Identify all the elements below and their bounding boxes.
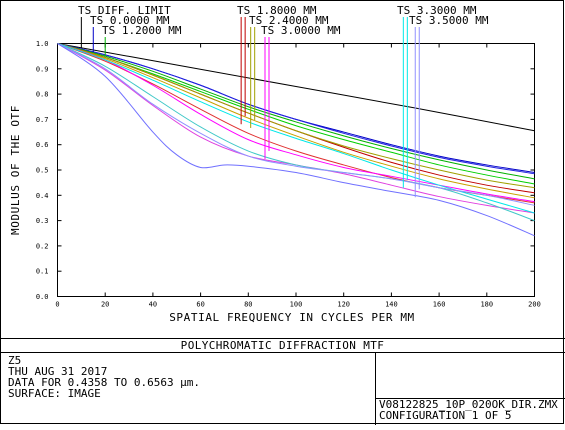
field-label-1: TS 0.0000 MM [90, 14, 170, 27]
x-tick-label-4: 80 [244, 301, 252, 309]
y-tick-label-10: 1.0 [36, 40, 49, 48]
y-tick-label-5: 0.5 [36, 167, 49, 175]
wavelength-range-label: DATA FOR 0.4358 TO 0.6563 µm. [8, 376, 201, 389]
x-tick-label-2: 40 [149, 301, 157, 309]
field-label-0: TS DIFF. LIMIT [78, 4, 171, 17]
series-line-7 [57, 43, 535, 189]
field-label-4: TS 2.4000 MM [249, 14, 329, 27]
y-tick-label-0: 0.0 [36, 293, 49, 301]
x-tick-label-10: 200 [528, 301, 541, 309]
field-markers [80, 17, 420, 198]
x-tick-labels: 0 20 40 60 80 100 120 140 160 180 200 [55, 301, 540, 309]
field-label-2: TS 1.2000 MM [102, 24, 182, 37]
x-axis-label: SPATIAL FREQUENCY IN CYCLES PER MM [169, 311, 415, 324]
y-tick-label-1: 0.1 [36, 268, 49, 276]
series-line-8 [57, 43, 535, 199]
field-label-5: TS 3.0000 MM [261, 24, 341, 37]
mtf-series [57, 43, 535, 237]
y-axis-label: MODULUS OF THE OTF [9, 105, 22, 235]
series-line-3 [57, 43, 535, 180]
series-line-4 [57, 43, 535, 185]
x-tick-label-6: 120 [337, 301, 350, 309]
surface-label: SURFACE: IMAGE [8, 387, 101, 400]
y-tick-label-8: 0.8 [36, 91, 49, 99]
y-tick-label-4: 0.4 [36, 192, 49, 200]
x-tick-label-7: 140 [385, 301, 398, 309]
series-line-2 [57, 43, 535, 175]
chart-title: POLYCHROMATIC DIFFRACTION MTF [180, 339, 385, 352]
file-name-label: V08122825_10P_020OK_DIR.ZMX [379, 398, 558, 411]
series-line-11 [57, 43, 535, 214]
axis-ticks [57, 43, 535, 297]
x-tick-label-8: 160 [433, 301, 446, 309]
y-tick-label-2: 0.2 [36, 242, 49, 250]
x-tick-label-0: 0 [55, 301, 59, 309]
series-line-13 [57, 43, 535, 206]
y-tick-label-9: 0.9 [36, 65, 49, 73]
field-label-3: TS 1.8000 MM [237, 4, 317, 17]
x-tick-label-9: 180 [480, 301, 493, 309]
y-tick-label-3: 0.3 [36, 217, 49, 225]
x-tick-label-3: 60 [196, 301, 204, 309]
field-label-7: TS 3.5000 MM [409, 14, 489, 27]
series-line-0 [57, 43, 535, 132]
zone-label: Z5 [8, 354, 22, 367]
date-label: THU AUG 31 2017 [8, 365, 108, 378]
y-tick-label-6: 0.6 [36, 141, 49, 149]
series-line-14 [57, 43, 535, 237]
series-line-10 [57, 43, 535, 214]
y-tick-label-7: 0.7 [36, 116, 49, 124]
field-label-6: TS 3.3000 MM [397, 4, 477, 17]
configuration-label: CONFIGURATION 1 OF 5 [379, 409, 512, 422]
series-line-12 [57, 43, 535, 222]
series-line-9 [57, 43, 535, 203]
x-tick-label-1: 20 [101, 301, 109, 309]
x-tick-label-5: 100 [290, 301, 303, 309]
series-line-1 [57, 43, 535, 174]
y-tick-labels: 0.0 0.1 0.2 0.3 0.4 0.5 0.6 0.7 0.8 0.9 1.0 [36, 40, 49, 301]
